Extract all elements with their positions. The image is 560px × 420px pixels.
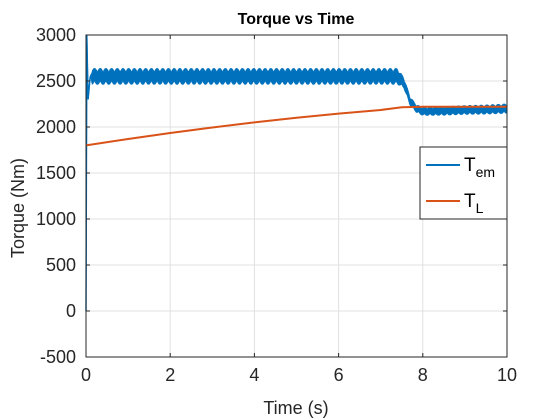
legend-label-main: T: [464, 191, 476, 212]
y-tick-label: 3000: [36, 25, 76, 45]
y-tick-label: 2000: [36, 117, 76, 137]
x-tick-label: 10: [497, 365, 517, 385]
y-tick-label: 1500: [36, 163, 76, 183]
x-tick-label: 0: [81, 365, 91, 385]
x-tick-label: 2: [165, 365, 175, 385]
x-tick-label: 4: [249, 365, 259, 385]
y-tick-label: 0: [66, 301, 76, 321]
y-tick-label: 500: [46, 255, 76, 275]
legend-label-main: T: [464, 155, 476, 176]
x-axis-label: Time (s): [263, 398, 328, 418]
y-tick-label: 1000: [36, 209, 76, 229]
y-tick-label: -500: [40, 347, 76, 367]
y-axis-label: Torque (Nm): [8, 158, 28, 258]
x-tick-label: 8: [418, 365, 428, 385]
y-tick-label: 2500: [36, 71, 76, 91]
legend-label-subscript: L: [476, 200, 484, 216]
legend-label-subscript: em: [476, 164, 495, 180]
x-tick-label: 6: [334, 365, 344, 385]
chart-title: Torque vs Time: [238, 11, 355, 28]
